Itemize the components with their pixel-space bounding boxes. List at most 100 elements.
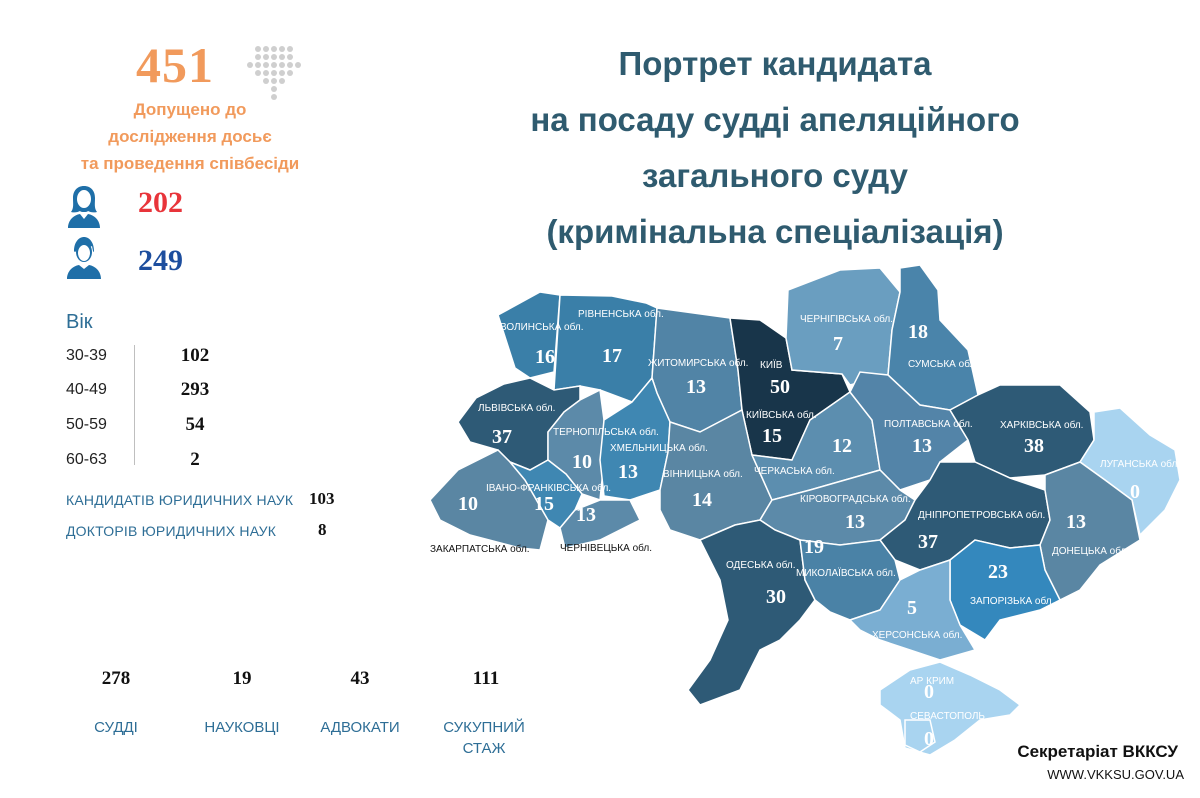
- region-name-crimea: АР КРИМ: [910, 676, 954, 687]
- total-experience-count: 111: [472, 668, 500, 689]
- region-value-donetsk: 13: [1066, 511, 1086, 533]
- region-name-luhansk: ЛУГАНСЬКА обл.: [1100, 458, 1180, 470]
- phd-candidates-label: КАНДИДАТІВ ЮРИДИЧНИХ НАУК: [66, 492, 294, 508]
- total-candidates-count: 451: [136, 37, 214, 93]
- region-value-mykolaiv: 19: [804, 536, 824, 558]
- region-odesa: [687, 519, 816, 706]
- region-value-sumy: 18: [908, 321, 928, 343]
- women-count: 202: [138, 186, 183, 219]
- age-row: 40-49 293: [66, 379, 236, 415]
- title-line: на посаду судді апеляційного: [530, 101, 1020, 138]
- footer-organization: Секретаріат ВККСУ: [1017, 742, 1178, 761]
- title-line: загального суду: [642, 157, 908, 194]
- region-name-donetsk: ДОНЕЦЬКА обл.: [1052, 545, 1129, 557]
- total-label-line: Допущено до: [133, 100, 247, 119]
- region-value-sevastopol: 0: [924, 728, 934, 750]
- region-donetsk: [1039, 461, 1141, 602]
- region-name-vinnytsia: ВІННИЦЬКА обл.: [663, 468, 743, 480]
- region-sevastopol: [904, 719, 936, 753]
- region-value-ivano-frankivsk: 15: [534, 493, 554, 515]
- region-name-zakarpattia: ЗАКАРПАТСЬКА обл.: [430, 543, 530, 555]
- region-luhansk: [1078, 407, 1181, 537]
- arrow-dots-icon: [247, 46, 301, 100]
- judges-label-line: СУДДІ: [94, 719, 138, 736]
- region-value-cherkasy: 12: [832, 435, 852, 457]
- region-value-odesa: 30: [766, 586, 786, 608]
- age-divider: [134, 345, 135, 465]
- title-line: Портрет кандидата: [618, 45, 932, 82]
- region-name-kyiv-city: КИЇВ: [760, 359, 783, 371]
- region-value-dnipro: 37: [918, 531, 938, 553]
- region-value-luhansk: 0: [1130, 481, 1140, 503]
- judges-label: СУДДІ: [46, 717, 186, 738]
- age-range: 40-49: [66, 381, 107, 398]
- man-icon: [67, 237, 101, 279]
- age-row: 50-59 54: [66, 414, 236, 450]
- age-row: 30-39 102: [66, 345, 236, 381]
- region-name-chernihiv: ЧЕРНІГІВСЬКА обл.: [800, 313, 893, 325]
- region-name-kharkiv: ХАРКІВСЬКА обл.: [1000, 419, 1083, 431]
- region-value-zhytomyr: 13: [686, 376, 706, 398]
- lawyers-label: АДВОКАТИ: [290, 717, 430, 738]
- region-value-crimea: 0: [924, 681, 934, 703]
- region-name-cherkasy: ЧЕРКАСЬКА обл.: [754, 465, 835, 477]
- region-chernihiv: [785, 267, 901, 386]
- woman-icon: [68, 186, 100, 228]
- region-value-chernivtsi: 13: [576, 504, 596, 526]
- region-value-ternopil: 10: [572, 451, 592, 473]
- region-name-kirovohrad: КІРОВОГРАДСЬКА обл.: [800, 493, 911, 505]
- doctors-count: 8: [318, 520, 327, 539]
- region-name-sevastopol: СЕВАСТОПОЛЬ: [910, 711, 985, 722]
- total-candidates-label: Допущено до дослідження досьє та проведе…: [40, 96, 340, 177]
- total-experience-label-line: СУКУПНИЙ: [443, 719, 525, 736]
- region-name-zaporizhzhia: ЗАПОРІЗЬКА обл.: [970, 595, 1054, 607]
- men-count: 249: [138, 244, 183, 277]
- region-name-chernivtsi: ЧЕРНІВЕЦЬКА обл.: [560, 542, 652, 554]
- region-value-zaporizhzhia: 23: [988, 561, 1008, 583]
- region-value-lviv: 37: [492, 426, 512, 448]
- region-chernivtsi: [559, 499, 642, 549]
- scientists-label-line: НАУКОВЦІ: [204, 719, 280, 736]
- region-name-poltava: ПОЛТАВСЬКА обл.: [884, 418, 973, 430]
- age-count: 102: [180, 345, 210, 366]
- region-name-dnipro: ДНІПРОПЕТРОВСЬКА обл.: [918, 509, 1045, 521]
- total-experience-label-line: СТАЖ: [462, 740, 506, 757]
- region-value-vinnytsia: 14: [692, 489, 712, 511]
- footer-url[interactable]: WWW.VKKSU.GOV.UA: [1047, 767, 1184, 782]
- scientists-label: НАУКОВЦІ: [172, 717, 312, 738]
- region-value-rivne: 17: [602, 345, 622, 367]
- region-kherson: [848, 558, 977, 661]
- region-value-kherson: 5: [907, 597, 917, 619]
- region-zakarpattia: [429, 449, 549, 551]
- region-name-mykolaiv: МИКОЛАЇВСЬКА обл.: [796, 567, 896, 579]
- region-name-sumy: СУМСЬКА обл.: [908, 358, 978, 370]
- lawyers-label-line: АДВОКАТИ: [320, 719, 400, 736]
- age-count: 54: [185, 414, 205, 435]
- region-value-khmelnytskyi: 13: [618, 461, 638, 483]
- total-label-line: дослідження досьє: [108, 127, 272, 146]
- scientists-count: 19: [232, 668, 252, 689]
- phd-candidates-count: 103: [309, 489, 335, 508]
- region-name-kyiv-oblast: КИЇВСЬКА обл.: [746, 409, 817, 421]
- doctors-label: ДОКТОРІВ ЮРИДИЧНИХ НАУК: [66, 523, 277, 539]
- region-value-chernihiv: 7: [833, 333, 843, 355]
- region-name-khmelnytskyi: ХМЕЛЬНИЦЬКА обл.: [610, 442, 708, 454]
- region-value-kharkiv: 38: [1024, 435, 1044, 457]
- age-row: 60-63 2: [66, 449, 236, 485]
- region-name-odesa: ОДЕСЬКА обл.: [726, 559, 796, 571]
- region-name-lviv: ЛЬВІВСЬКА обл.: [478, 402, 555, 414]
- region-name-volyn: ВОЛИНСЬКА обл.: [500, 321, 584, 333]
- title-line: (кримінальна спеціалізація): [546, 213, 1004, 250]
- region-ivano-frankivsk: [509, 459, 583, 529]
- region-volyn: [497, 291, 561, 379]
- age-range: 30-39: [66, 347, 107, 364]
- age-count: 2: [190, 449, 200, 470]
- region-value-kyiv-city: 50: [770, 376, 790, 398]
- age-count: 293: [180, 379, 210, 400]
- region-name-ivano-frankivsk: ІВАНО-ФРАНКІВСЬКА обл.: [486, 482, 611, 494]
- region-name-ternopil: ТЕРНОПІЛЬСЬКА обл.: [553, 426, 659, 438]
- region-poltava: [849, 371, 969, 491]
- region-name-kherson: ХЕРСОНСЬКА обл.: [872, 629, 962, 641]
- age-range: 50-59: [66, 416, 107, 433]
